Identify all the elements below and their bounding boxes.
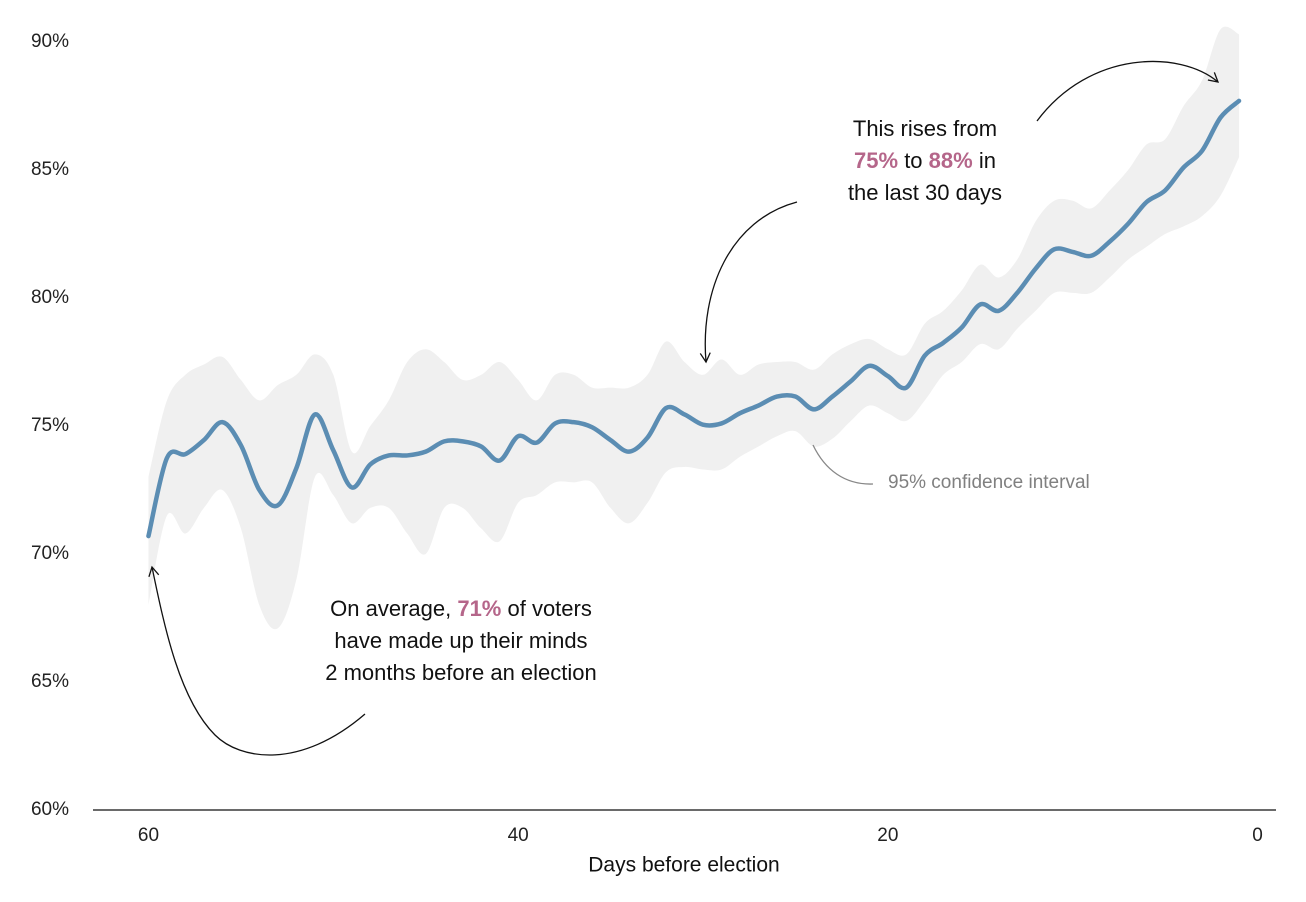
line	[146, 98, 1242, 539]
annotation-text: This rises from	[853, 116, 997, 141]
annotation-text: 88%	[929, 148, 973, 173]
y-tick-label: 85%	[31, 159, 69, 180]
annotation-text: to	[898, 148, 929, 173]
y-tick-label: 65%	[31, 671, 69, 692]
annotation: This rises from	[853, 116, 997, 141]
annotation-text: have made up their minds	[334, 628, 587, 653]
x-tick-label: 20	[877, 825, 898, 846]
x-tick-label: 60	[138, 825, 159, 846]
annotation-text: 71%	[457, 596, 501, 621]
annotation: 2 months before an election	[325, 660, 597, 685]
arrow	[699, 201, 798, 364]
annotation-text: in	[973, 148, 996, 173]
annotation-text: the last 30 days	[848, 180, 1002, 205]
y-tick-label: 75%	[31, 415, 69, 436]
x-tick-label: 0	[1252, 825, 1263, 846]
x-tick-label: 40	[508, 825, 529, 846]
y-tick-label: 60%	[31, 799, 69, 820]
leader-line	[812, 444, 874, 485]
annotation: 95% confidence interval	[888, 472, 1090, 493]
annotation: On average, 71% of voters	[330, 596, 592, 621]
annotation: 75% to 88% in	[854, 148, 996, 173]
annotation: have made up their minds	[334, 628, 587, 653]
x-axis-title: Days before election	[588, 854, 779, 877]
annotation: the last 30 days	[848, 180, 1002, 205]
annotation-text: of voters	[501, 596, 591, 621]
annotation-text: 2 months before an election	[325, 660, 597, 685]
y-tick-label: 90%	[31, 31, 69, 52]
plot-area	[146, 26, 1242, 630]
annotation-text: On average,	[330, 596, 457, 621]
annotation-text: 95% confidence interval	[888, 472, 1090, 493]
arrow	[148, 565, 366, 756]
confidence-band	[148, 26, 1240, 630]
annotation-text: 75%	[854, 148, 898, 173]
arrow	[1036, 60, 1220, 122]
y-tick-label: 80%	[31, 287, 69, 308]
y-tick-label: 70%	[31, 543, 69, 564]
